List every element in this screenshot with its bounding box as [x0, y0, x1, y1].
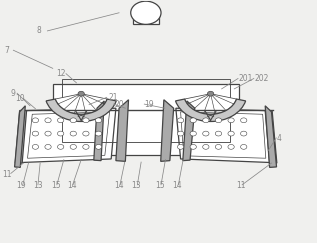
Text: 19: 19: [144, 100, 154, 109]
Circle shape: [83, 144, 89, 149]
Circle shape: [241, 131, 247, 136]
Polygon shape: [265, 106, 276, 167]
Wedge shape: [55, 94, 107, 114]
Circle shape: [57, 144, 64, 149]
Polygon shape: [94, 101, 104, 161]
Bar: [62, 79, 230, 142]
Text: 15: 15: [155, 181, 165, 190]
Text: 7: 7: [4, 46, 9, 55]
Circle shape: [203, 144, 209, 149]
Polygon shape: [20, 108, 116, 163]
Polygon shape: [15, 106, 25, 167]
Text: 14: 14: [173, 181, 182, 190]
Polygon shape: [161, 100, 174, 161]
Circle shape: [32, 144, 39, 149]
Circle shape: [228, 118, 234, 123]
Polygon shape: [176, 108, 272, 163]
Wedge shape: [185, 94, 236, 114]
Circle shape: [45, 144, 51, 149]
Circle shape: [215, 131, 222, 136]
Circle shape: [83, 118, 89, 123]
Circle shape: [241, 144, 247, 149]
Circle shape: [95, 144, 102, 149]
Text: 202: 202: [255, 74, 269, 83]
Bar: [53, 84, 239, 155]
Circle shape: [70, 131, 76, 136]
Circle shape: [95, 131, 102, 136]
Circle shape: [57, 118, 64, 123]
Text: 21: 21: [108, 93, 118, 102]
Circle shape: [45, 131, 51, 136]
Text: 14: 14: [114, 181, 124, 190]
Circle shape: [190, 118, 196, 123]
Polygon shape: [183, 101, 195, 161]
Circle shape: [178, 118, 184, 123]
Polygon shape: [265, 111, 277, 163]
Text: 11: 11: [2, 170, 12, 179]
Circle shape: [215, 144, 222, 149]
Circle shape: [32, 118, 39, 123]
Text: 15: 15: [51, 181, 61, 190]
Text: 12: 12: [56, 69, 65, 78]
Circle shape: [70, 118, 76, 123]
Circle shape: [131, 1, 161, 24]
Wedge shape: [176, 99, 246, 122]
Circle shape: [95, 118, 102, 123]
Text: 11: 11: [236, 181, 245, 190]
Polygon shape: [15, 111, 27, 163]
Circle shape: [32, 131, 39, 136]
Text: 14: 14: [67, 181, 77, 190]
Circle shape: [207, 91, 214, 96]
Bar: [133, 13, 158, 24]
Circle shape: [57, 131, 64, 136]
Text: 13: 13: [132, 181, 141, 190]
Text: 10: 10: [15, 94, 24, 103]
Circle shape: [190, 131, 196, 136]
Text: 13: 13: [33, 181, 42, 190]
Text: 8: 8: [37, 26, 42, 35]
Circle shape: [83, 131, 89, 136]
Circle shape: [70, 144, 76, 149]
Circle shape: [178, 131, 184, 136]
Circle shape: [203, 131, 209, 136]
Circle shape: [215, 118, 222, 123]
Text: 20: 20: [114, 100, 124, 109]
Circle shape: [190, 144, 196, 149]
Circle shape: [78, 91, 84, 96]
Text: 19: 19: [16, 181, 26, 190]
Polygon shape: [116, 100, 128, 161]
Circle shape: [203, 118, 209, 123]
Text: 201: 201: [239, 74, 253, 83]
Wedge shape: [46, 99, 116, 122]
Circle shape: [241, 118, 247, 123]
Circle shape: [228, 131, 234, 136]
Circle shape: [178, 144, 184, 149]
Text: 4: 4: [277, 134, 282, 143]
Circle shape: [228, 144, 234, 149]
Circle shape: [45, 118, 51, 123]
Text: 9: 9: [10, 89, 15, 98]
